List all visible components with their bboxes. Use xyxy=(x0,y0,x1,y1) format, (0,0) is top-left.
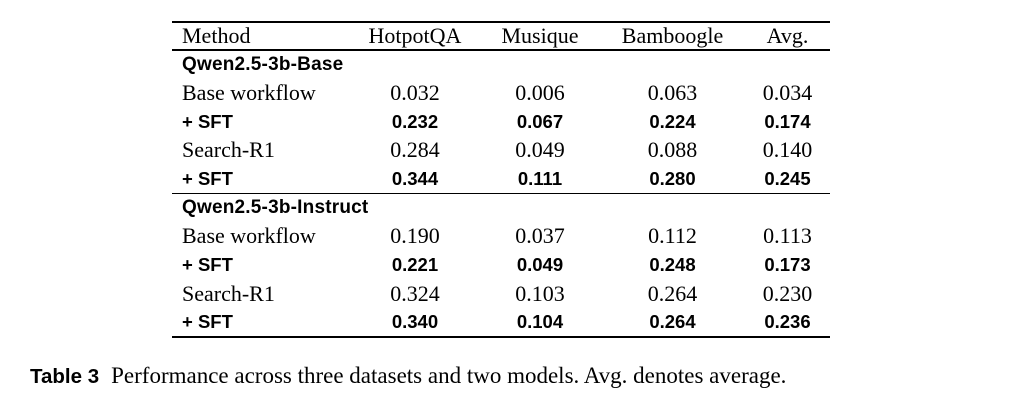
method-cell: + SFT xyxy=(182,110,233,132)
value-cell: 0.174 xyxy=(764,110,811,132)
value-cell: 0.111 xyxy=(517,167,563,189)
value-cell: 0.088 xyxy=(647,137,698,163)
section-title: Qwen2.5-3b-Instruct xyxy=(182,197,369,219)
value-cell: 0.190 xyxy=(390,223,440,249)
value-cell: 0.063 xyxy=(647,80,698,106)
caption-label: Table 3 xyxy=(30,365,100,388)
value-cell: 0.067 xyxy=(516,110,564,132)
value-cell: 0.248 xyxy=(649,254,696,276)
value-cell: 0.140 xyxy=(762,137,813,163)
method-cell: Base workflow xyxy=(182,223,316,249)
value-cell: 0.264 xyxy=(649,311,696,333)
section-qwen-instruct: Qwen2.5-3b-Instruct Base workflow 0.190 … xyxy=(172,193,830,336)
value-cell: 0.224 xyxy=(649,110,696,132)
value-cell: 0.245 xyxy=(764,167,811,189)
table-row: + SFT 0.232 0.067 0.224 0.174 xyxy=(172,107,830,136)
table-row: Search-R1 0.324 0.103 0.264 0.230 xyxy=(172,280,830,309)
table-row: + SFT 0.340 0.104 0.264 0.236 xyxy=(172,308,830,337)
value-cell: 0.230 xyxy=(762,280,813,306)
column-header-bamboogle: Bamboogle xyxy=(621,23,724,48)
value-cell: 0.006 xyxy=(515,80,565,106)
value-cell: 0.103 xyxy=(515,280,565,306)
table-row: Base workflow 0.190 0.037 0.112 0.113 xyxy=(172,222,830,251)
caption-text: Performance across three datasets and tw… xyxy=(111,363,787,388)
value-cell: 0.221 xyxy=(391,254,439,276)
value-cell: 0.032 xyxy=(390,80,440,106)
method-cell: + SFT xyxy=(182,254,233,276)
table-row: Search-R1 0.284 0.049 0.088 0.140 xyxy=(172,136,830,165)
header-row: Method HotpotQA Musique Bamboogle Avg. xyxy=(172,22,830,50)
value-cell: 0.049 xyxy=(515,137,565,163)
table-caption: Table 3 Performance across three datasets… xyxy=(30,361,1000,392)
column-header-method: Method xyxy=(182,23,251,48)
table-row: + SFT 0.344 0.111 0.280 0.245 xyxy=(172,165,830,194)
results-table: Method HotpotQA Musique Bamboogle Avg. Q… xyxy=(172,21,830,338)
value-cell: 0.104 xyxy=(516,311,564,333)
value-cell: 0.340 xyxy=(391,311,439,333)
method-cell: + SFT xyxy=(182,311,233,333)
value-cell: 0.049 xyxy=(516,254,564,276)
table-row: Base workflow 0.032 0.006 0.063 0.034 xyxy=(172,79,830,108)
column-header-hotpotqa: HotpotQA xyxy=(368,23,462,48)
value-cell: 0.280 xyxy=(649,167,696,189)
value-cell: 0.173 xyxy=(764,254,811,276)
value-cell: 0.232 xyxy=(391,110,439,132)
value-cell: 0.034 xyxy=(762,80,813,106)
value-cell: 0.112 xyxy=(648,223,697,249)
value-cell: 0.113 xyxy=(763,223,812,249)
section-header: Qwen2.5-3b-Instruct xyxy=(172,193,830,222)
value-cell: 0.037 xyxy=(515,223,565,249)
column-header-musique: Musique xyxy=(501,23,579,48)
value-cell: 0.324 xyxy=(390,280,440,306)
method-cell: Search-R1 xyxy=(182,280,275,306)
section-header: Qwen2.5-3b-Base xyxy=(172,50,830,79)
section-qwen-base: Qwen2.5-3b-Base Base workflow 0.032 0.00… xyxy=(172,50,830,193)
value-cell: 0.284 xyxy=(390,137,440,163)
value-cell: 0.344 xyxy=(391,167,439,189)
column-header-avg: Avg. xyxy=(766,23,809,48)
method-cell: Base workflow xyxy=(182,80,316,106)
method-cell: Search-R1 xyxy=(182,137,275,163)
section-title: Qwen2.5-3b-Base xyxy=(182,53,344,75)
value-cell: 0.236 xyxy=(764,311,811,333)
value-cell: 0.264 xyxy=(647,280,698,306)
table-row: + SFT 0.221 0.049 0.248 0.173 xyxy=(172,251,830,280)
table-header: Method HotpotQA Musique Bamboogle Avg. xyxy=(172,22,830,50)
method-cell: + SFT xyxy=(182,167,233,189)
